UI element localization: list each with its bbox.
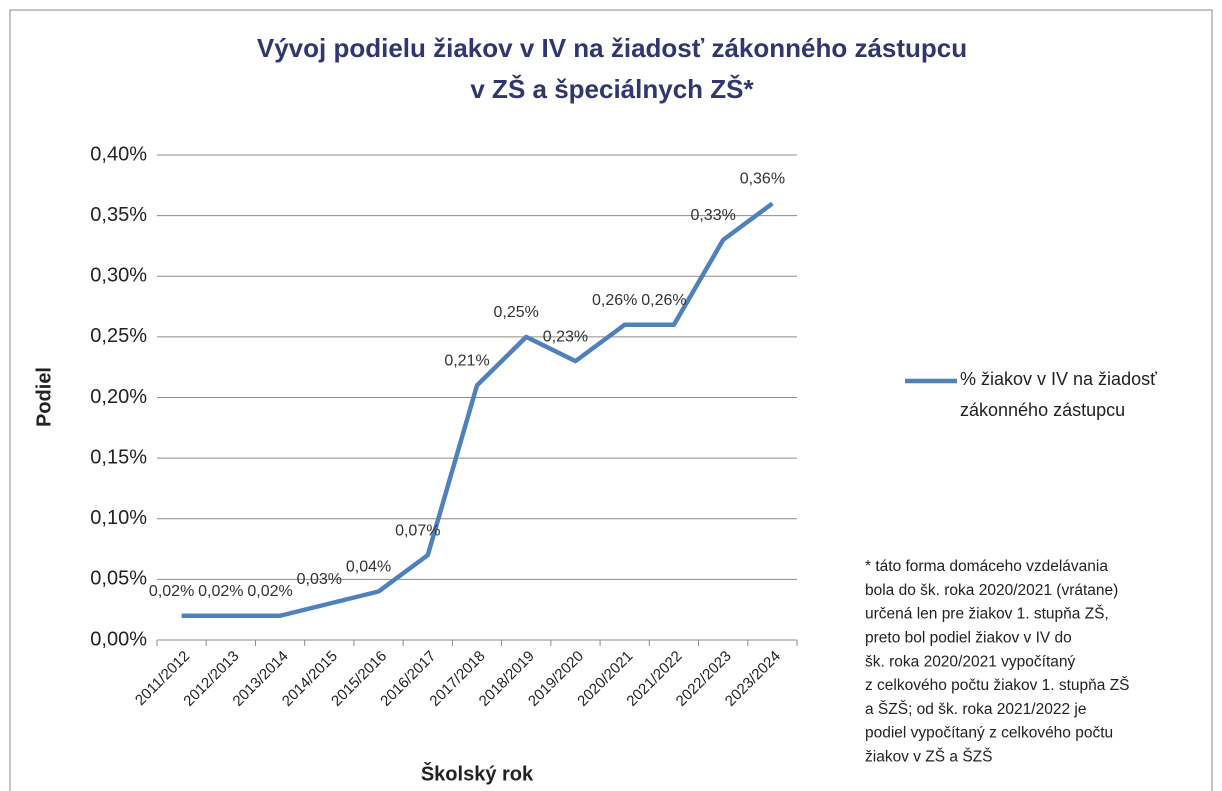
y-tick-label: 0,00%: [90, 628, 147, 650]
data-label: 0,36%: [740, 171, 785, 188]
y-tick-label: 0,30%: [90, 265, 147, 287]
y-tick-label: 0,25%: [90, 325, 147, 347]
note: určená len pre žiakov 1. stupňa ZŠ,: [865, 606, 1109, 623]
data-label: 0,23%: [543, 328, 588, 345]
y-tick-label: 0,05%: [90, 568, 147, 590]
y-tick-label: 0,35%: [90, 204, 147, 226]
note: podiel vypočítaný z celkového počtu: [865, 725, 1113, 742]
data-label: 0,21%: [444, 353, 489, 370]
data-label: 0,33%: [690, 207, 735, 224]
note: preto bol podiel žiakov v IV do: [865, 629, 1072, 646]
data-label: 0,07%: [395, 522, 440, 539]
data-label: 0,03%: [297, 571, 342, 588]
data-label: 0,04%: [346, 559, 391, 576]
data-label: 0,02%: [198, 583, 243, 600]
data-label: 0,26%: [641, 292, 686, 309]
data-label: 0,02%: [149, 583, 194, 600]
y-tick-label: 0,40%: [90, 143, 147, 165]
note: žiakov v ZŠ a ŠZŠ: [865, 748, 992, 765]
note: z celkového počtu žiakov 1. stupňa ZŠ: [865, 677, 1130, 694]
line: [181, 201, 774, 618]
note: šk. roka 2020/2021 vypočítaný: [865, 653, 1075, 670]
data-label: 0,02%: [247, 583, 292, 600]
y-axis-title: Podiel: [33, 367, 55, 427]
legend: % žiakov v IV na žiadosť zákonného zástu…: [960, 369, 1157, 420]
note: * táto forma domáceho vzdelávania: [865, 558, 1108, 575]
chart-title: v ZŠ a špeciálnych ZŠ*: [470, 74, 754, 104]
note: a ŠZŠ; od šk. roka 2021/2022 je: [865, 701, 1086, 718]
data-label: 0,25%: [494, 304, 539, 321]
y-tick-label: 0,10%: [90, 507, 147, 529]
chart-border: [9, 9, 1213, 791]
chart-title: Vývoj podielu žiakov v IV na žiadosť zák…: [257, 33, 967, 63]
y-tick-label: 0,20%: [90, 386, 147, 408]
legend-label: % žiakov v IV na žiadosť zákonného zástu…: [960, 369, 1157, 420]
y-tick-label: 0,15%: [90, 446, 147, 468]
x-axis-title: Školský rok: [421, 761, 534, 785]
note: bola do šk. roka 2020/2021 (vrátane): [865, 582, 1118, 599]
data-label: 0,26%: [592, 292, 637, 309]
